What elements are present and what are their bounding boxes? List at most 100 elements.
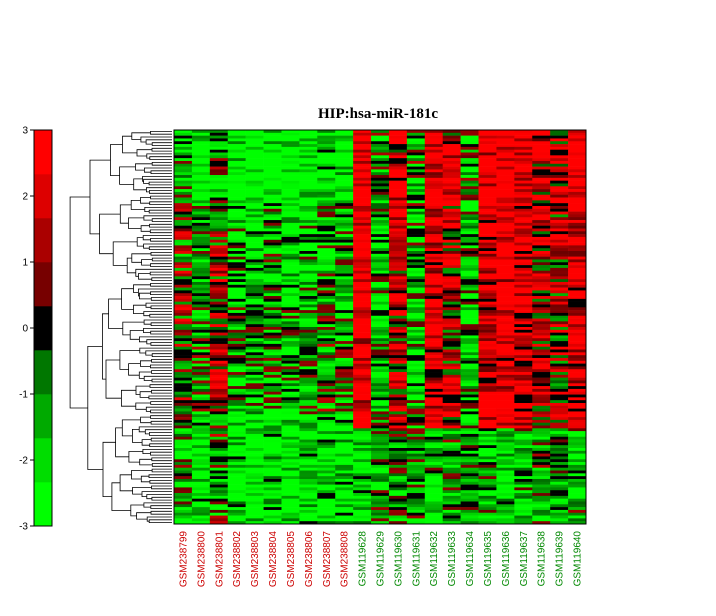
heatmap-cell	[191, 428, 211, 432]
heatmap-cell	[568, 146, 587, 150]
heatmap-cell	[371, 318, 390, 322]
heatmap-cell	[442, 231, 461, 235]
heatmap-cell	[442, 197, 461, 201]
heatmap-cell	[281, 293, 300, 297]
heatmap-cell	[460, 200, 479, 204]
heatmap-cell	[245, 484, 264, 488]
heatmap-cell	[209, 341, 229, 345]
heatmap-cell	[335, 259, 354, 263]
heatmap-cell	[317, 298, 336, 302]
heatmap-cell	[568, 377, 587, 381]
heatmap-cell	[227, 363, 246, 367]
heatmap-cell	[496, 293, 515, 297]
heatmap-cell	[442, 217, 461, 221]
heatmap-cell	[353, 332, 372, 336]
colorbar-tick-label: 2	[22, 192, 28, 203]
heatmap-cell	[460, 231, 479, 235]
heatmap-cell	[532, 152, 551, 156]
heatmap-cell	[174, 197, 193, 201]
heatmap-cell	[281, 239, 300, 243]
heatmap-cell	[353, 363, 372, 367]
heatmap-cell	[335, 439, 354, 443]
heatmap-cell	[191, 315, 211, 319]
heatmap-cell	[353, 394, 372, 398]
heatmap-cell	[371, 225, 390, 229]
heatmap-cell	[568, 132, 587, 136]
heatmap-cell	[424, 391, 443, 395]
heatmap-cell	[299, 284, 318, 288]
heatmap-cell	[281, 253, 300, 257]
heatmap-cell	[335, 180, 354, 184]
heatmap-cell	[514, 253, 533, 257]
heatmap-cell	[245, 186, 264, 190]
heatmap-cell	[299, 310, 318, 314]
heatmap-cell	[460, 372, 479, 376]
heatmap-cell	[209, 304, 229, 308]
heatmap-cell	[388, 251, 408, 255]
heatmap-cell	[174, 448, 193, 452]
heatmap-cell	[371, 394, 390, 398]
heatmap-cell	[568, 478, 587, 483]
heatmap-cell	[335, 273, 354, 277]
heatmap-cell	[388, 144, 408, 148]
heatmap-cell	[424, 397, 443, 401]
heatmap-cell	[388, 236, 408, 241]
heatmap-cell	[245, 310, 264, 314]
heatmap-cell	[191, 473, 211, 477]
heatmap-cell	[550, 343, 569, 347]
heatmap-cell	[227, 414, 246, 418]
heatmap-cell	[245, 419, 264, 423]
heatmap-cell	[514, 245, 533, 249]
heatmap-cell	[281, 183, 300, 187]
heatmap-cell	[317, 374, 336, 378]
heatmap-cell	[245, 321, 264, 325]
heatmap-cell	[478, 234, 497, 238]
heatmap-cell	[478, 478, 497, 483]
heatmap-cell	[335, 476, 354, 480]
heatmap-cell	[227, 183, 246, 187]
heatmap-cell	[353, 265, 372, 269]
heatmap-cell	[478, 493, 497, 497]
heatmap-cell	[442, 222, 461, 226]
heatmap-cell	[550, 141, 569, 145]
heatmap-cell	[245, 130, 264, 134]
heatmap-cell	[424, 256, 443, 260]
heatmap-cell	[335, 343, 354, 347]
heatmap-cell	[191, 135, 211, 139]
heatmap-cell	[568, 349, 587, 353]
heatmap-cell	[371, 476, 390, 480]
heatmap-cell	[335, 220, 354, 224]
heatmap-cell	[550, 417, 569, 421]
heatmap-cell	[388, 189, 408, 193]
heatmap-cell	[424, 141, 443, 145]
heatmap-cell	[388, 349, 408, 353]
column-label: GSM119634	[465, 531, 476, 587]
heatmap-cell	[532, 332, 551, 336]
heatmap-cell	[174, 515, 193, 519]
heatmap-cell	[532, 402, 551, 407]
heatmap-cell	[442, 380, 461, 384]
heatmap-cell	[335, 419, 354, 423]
heatmap-cell	[460, 512, 479, 516]
heatmap-cell	[388, 290, 408, 294]
heatmap-cell	[191, 175, 211, 179]
heatmap-cell	[460, 498, 479, 502]
heatmap-cell	[353, 183, 372, 187]
heatmap-cell	[371, 262, 390, 266]
heatmap-cell	[227, 172, 246, 176]
heatmap-cell	[424, 428, 443, 432]
heatmap-cell	[388, 220, 408, 224]
heatmap-cell	[532, 304, 551, 308]
heatmap-cell	[227, 253, 246, 257]
heatmap-cell	[550, 273, 569, 277]
heatmap-cell	[317, 414, 336, 418]
heatmap-cell	[532, 276, 551, 280]
heatmap-cell	[478, 419, 497, 423]
heatmap-cell	[532, 374, 551, 378]
heatmap-cell	[478, 231, 497, 235]
heatmap-cell	[371, 298, 390, 302]
heatmap-cell	[299, 459, 318, 463]
heatmap-cell	[478, 400, 497, 404]
heatmap-cell	[227, 405, 246, 409]
heatmap-cell	[550, 259, 569, 263]
